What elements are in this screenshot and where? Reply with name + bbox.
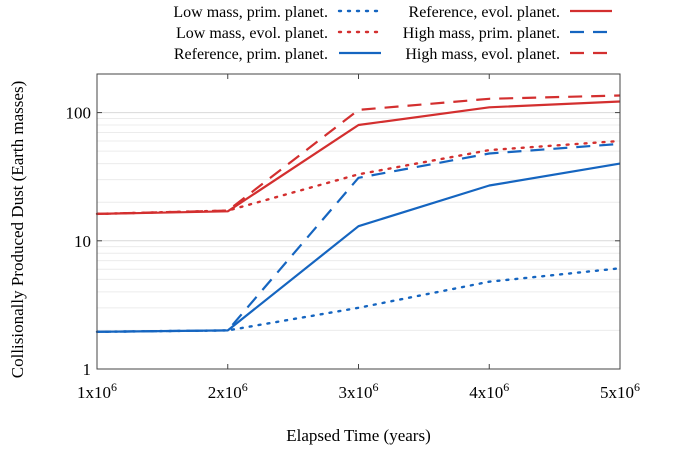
series-line-5 — [96, 94, 621, 215]
x-tick-label: 5x106 — [600, 380, 640, 402]
x-tick-label: 1x106 — [77, 380, 117, 402]
x-axis-title: Elapsed Time (years) — [286, 426, 430, 445]
series-line-3 — [96, 100, 621, 215]
x-tick-label: 2x106 — [208, 380, 248, 402]
legend-label-3: Reference, evol. planet. — [409, 4, 560, 21]
y-tick-label: 10 — [74, 232, 91, 251]
legend: Low mass, prim. planet. Low mass, evol. p… — [173, 4, 612, 63]
legend-label-4: High mass, prim. planet. — [403, 25, 560, 42]
legend-label-1: Low mass, evol. planet. — [176, 25, 328, 42]
legend-label-2: Reference, prim. planet. — [174, 46, 328, 63]
grid-lines — [97, 73, 620, 370]
y-axis-title: Collisionally Produced Dust (Earth masse… — [8, 81, 27, 378]
legend-label-5: High mass, evol. planet. — [405, 46, 560, 63]
y-tick-label: 100 — [66, 104, 92, 123]
series-line-2 — [96, 162, 621, 333]
series-line-0 — [95, 267, 622, 333]
x-tick-label: 3x106 — [339, 380, 379, 402]
axis-ticks: 1 10 100 1x106 2x106 3x106 4x106 5x106 — [66, 74, 640, 402]
series-line-4 — [96, 142, 621, 333]
legend-label-0: Low mass, prim. planet. — [173, 4, 328, 21]
series-line-1 — [95, 139, 622, 216]
y-tick-label: 1 — [83, 360, 92, 379]
x-tick-label: 4x106 — [469, 380, 509, 402]
series-lines — [95, 94, 622, 333]
